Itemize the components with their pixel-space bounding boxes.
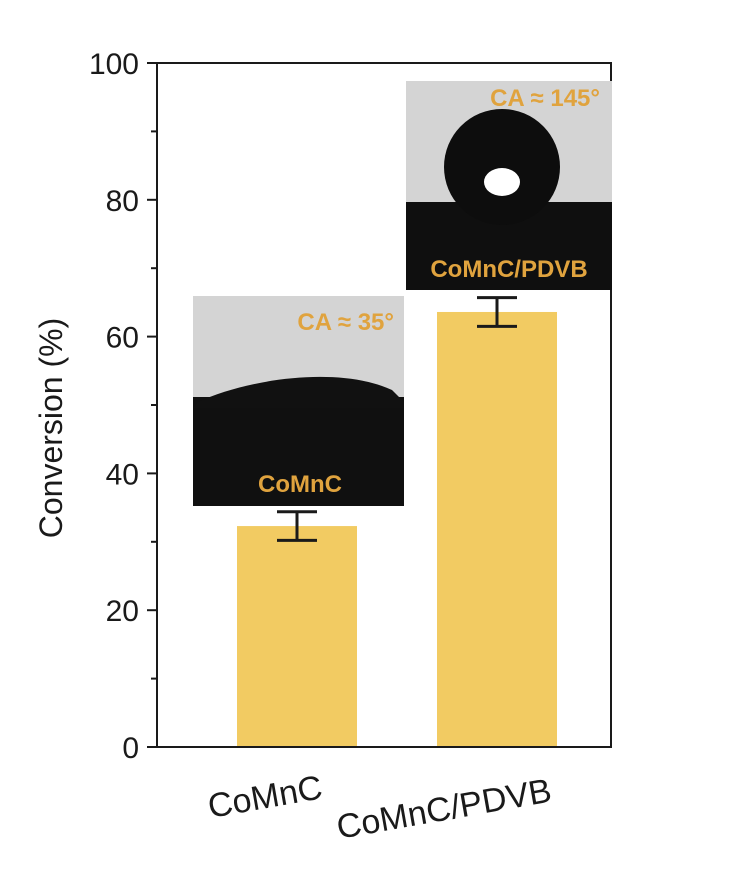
- error-bar-comnc: [277, 510, 317, 542]
- bar-comnc-pdvb: [437, 311, 557, 747]
- x-category-label: CoMnC/PDVB: [334, 772, 555, 847]
- y-tick-label: 20: [106, 595, 139, 628]
- y-tick-label: 80: [106, 185, 139, 218]
- inset-comnc-pdvb-sample-label: CoMnC/PDVB: [430, 256, 587, 283]
- error-bars-layer: [277, 296, 517, 542]
- y-tick-label: 0: [122, 732, 139, 765]
- droplet-highlight: [484, 168, 520, 196]
- flat-droplet-shape: [193, 376, 404, 408]
- y-tick-label: 60: [106, 322, 139, 355]
- error-bar-comnc-pdvb: [477, 296, 517, 328]
- y-tick-label: 40: [106, 458, 139, 491]
- category-labels: CoMnC CoMnC/PDVB: [205, 768, 554, 846]
- y-tick-label: 100: [89, 48, 139, 81]
- x-category-label: CoMnC: [205, 768, 325, 825]
- inset-comnc-pdvb-ca-label: CA ≈ 145°: [490, 85, 600, 112]
- bar-comnc: [237, 526, 357, 747]
- y-ticks: 0 20 40 60 80 100: [89, 48, 157, 765]
- inset-comnc-contact-angle-photo: CA ≈ 35° CoMnC: [193, 296, 404, 506]
- bars-layer: [237, 311, 557, 747]
- inset-comnc-ca-label: CA ≈ 35°: [297, 309, 394, 336]
- spherical-droplet-shape: [444, 109, 560, 225]
- inset-comnc-pdvb-contact-angle-photo: CA ≈ 145° CoMnC/PDVB: [406, 81, 612, 290]
- inset-comnc-sample-label: CoMnC: [258, 471, 342, 498]
- y-axis-label: Conversion (%): [33, 318, 69, 539]
